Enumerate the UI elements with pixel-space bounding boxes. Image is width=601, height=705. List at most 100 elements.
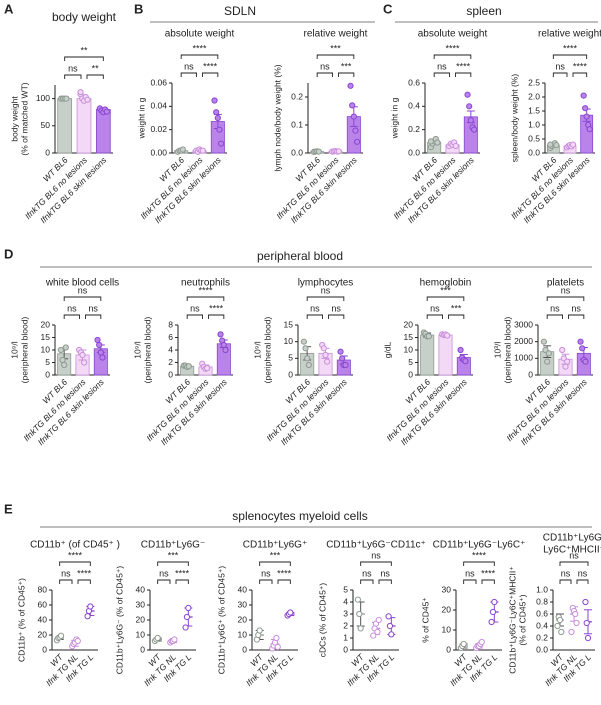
y-tick-label: 10 xyxy=(238,629,248,639)
y-axis-label: (peripheral blood) xyxy=(262,317,272,384)
y-axis-label: 10⁹/l xyxy=(132,341,142,358)
y-tick-label: 0 xyxy=(408,369,413,379)
y-tick-label: 10 xyxy=(284,336,294,346)
data-point xyxy=(582,105,589,112)
significance-label: ** xyxy=(80,45,88,55)
chart-title: lymphocytes xyxy=(298,278,354,289)
data-point xyxy=(339,355,346,362)
y-axis-label: CD11b⁺ (% of CD45⁺) xyxy=(16,578,26,662)
data-point xyxy=(554,622,561,630)
data-point xyxy=(220,341,227,349)
y-axis-label: lymph node/body weight (%) xyxy=(272,64,282,171)
data-point xyxy=(94,336,101,344)
data-point xyxy=(488,618,495,626)
data-point xyxy=(179,146,186,153)
significance-bracket xyxy=(86,74,104,79)
section-title: spleen xyxy=(466,4,501,18)
significance-bracket xyxy=(455,72,472,77)
significance-bracket xyxy=(463,561,495,566)
significance-label: ns xyxy=(331,303,341,313)
significance-bracket xyxy=(433,54,472,59)
significance-label: ns xyxy=(88,303,98,313)
data-point xyxy=(302,345,309,352)
significance-label: **** xyxy=(573,61,588,71)
significance-bracket xyxy=(202,72,219,77)
y-tick-label: 15 xyxy=(284,319,294,329)
data-point xyxy=(583,619,590,627)
y-tick-label: 0.06 xyxy=(150,77,167,87)
y-tick-label: 0.4 xyxy=(408,101,420,111)
significance-bracket xyxy=(463,579,477,584)
y-axis-label: (% of matched WT) xyxy=(19,82,29,155)
y-tick-label: 5 xyxy=(343,584,348,594)
data-point xyxy=(300,338,307,345)
section-title: SDLN xyxy=(224,4,256,18)
data-point xyxy=(354,596,362,603)
data-point xyxy=(547,141,554,148)
significance-label: *** xyxy=(270,550,281,560)
data-point xyxy=(452,142,459,150)
significance-label: ns xyxy=(184,61,194,71)
data-point xyxy=(218,140,225,147)
data-point xyxy=(350,113,357,120)
y-tick-label: 80 xyxy=(38,584,48,594)
y-tick-label: 1.0 xyxy=(528,119,540,129)
y-tick-label: 0.0 xyxy=(408,147,420,157)
y-tick-label: 15 xyxy=(41,332,51,342)
significance-bracket xyxy=(559,561,589,566)
data-point xyxy=(183,613,191,621)
chart-title: relative weight xyxy=(538,29,601,40)
y-tick-label: 40 xyxy=(136,584,146,594)
data-point xyxy=(342,361,349,369)
data-point xyxy=(356,610,363,618)
significance-label: ns xyxy=(261,568,271,578)
y-axis-label: (peripheral blood) xyxy=(19,317,29,384)
data-point xyxy=(374,628,381,636)
data-point xyxy=(427,138,434,145)
significance-bracket xyxy=(259,561,291,566)
y-tick-label: 0 xyxy=(446,644,451,654)
data-point xyxy=(304,355,311,362)
bar xyxy=(57,98,73,154)
data-point xyxy=(386,622,394,630)
y-tick-label: 0.6 xyxy=(408,77,420,87)
significance-bracket xyxy=(180,72,197,77)
data-point xyxy=(79,351,86,359)
significance-bracket xyxy=(426,296,465,301)
significance-bracket xyxy=(316,72,333,77)
y-axis-label: (peripheral blood) xyxy=(142,317,152,384)
bar xyxy=(76,98,92,154)
data-point xyxy=(324,358,331,365)
y-tick-label: 0 xyxy=(42,644,47,654)
y-tick-label: 0 xyxy=(140,644,145,654)
section-title: splenocytes myeloid cells xyxy=(232,509,367,523)
data-point xyxy=(583,113,590,120)
significance-label: **** xyxy=(203,61,218,71)
y-tick-label: 50 xyxy=(41,120,51,130)
significance-bracket xyxy=(546,296,585,301)
y-axis-label: body weight xyxy=(9,96,19,142)
data-point xyxy=(204,365,211,372)
data-point xyxy=(213,109,220,116)
significance-label: ns xyxy=(78,285,88,295)
data-point xyxy=(335,148,342,155)
data-point xyxy=(467,117,474,124)
data-point xyxy=(573,619,580,627)
significance-label: ns xyxy=(561,285,571,295)
data-point xyxy=(584,634,592,642)
data-point xyxy=(97,349,104,356)
data-point xyxy=(385,613,392,620)
data-point xyxy=(84,613,91,620)
significance-bracket xyxy=(360,561,392,566)
data-point xyxy=(460,640,467,648)
data-point xyxy=(568,628,575,636)
significance-bracket xyxy=(64,56,104,61)
data-point xyxy=(425,333,432,340)
y-tick-label: 1000 xyxy=(514,353,533,363)
data-point xyxy=(434,139,441,146)
significance-label: **** xyxy=(198,285,213,295)
data-point xyxy=(545,350,552,357)
significance-label: **** xyxy=(481,568,496,578)
data-point xyxy=(59,356,66,364)
significance-bracket xyxy=(306,296,345,301)
